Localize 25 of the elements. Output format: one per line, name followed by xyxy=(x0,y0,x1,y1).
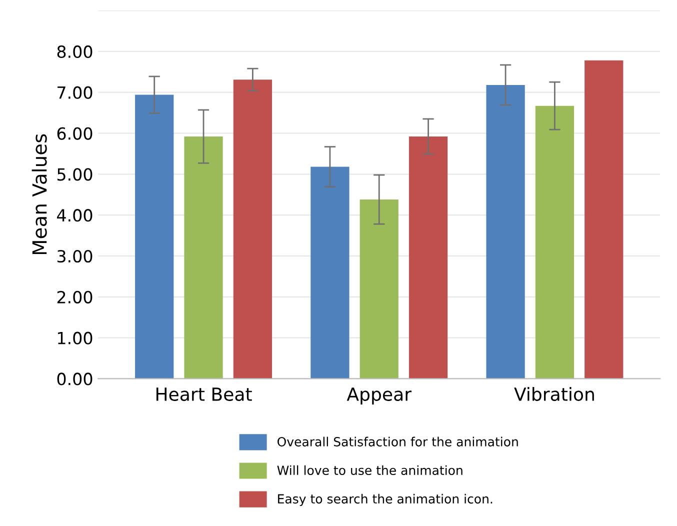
bar xyxy=(135,94,174,379)
y-tick-label: 8.00 xyxy=(57,45,92,58)
legend-label: Will love to use the animation xyxy=(277,465,462,476)
bar xyxy=(360,200,398,379)
bar xyxy=(535,106,574,379)
y-tick-label: 6.00 xyxy=(57,127,92,140)
legend-label: Easy to search the animation icon. xyxy=(278,494,492,506)
y-tick-label: 3.00 xyxy=(57,250,92,263)
y-tick-label: 0.00 xyxy=(57,372,92,386)
bar xyxy=(486,84,525,379)
bar xyxy=(310,166,350,379)
x-tick-label: Appear xyxy=(346,388,412,405)
y-tick-label: 5.00 xyxy=(57,168,92,181)
legend-label: Ovearall Satisfaction for the animation xyxy=(278,436,518,446)
bar xyxy=(408,136,448,379)
y-tick-label: 7.00 xyxy=(58,86,92,99)
bar xyxy=(584,60,624,379)
bar xyxy=(184,136,223,379)
y-tick-label: 1.00 xyxy=(58,332,92,344)
y-tick-label: 2.00 xyxy=(57,290,92,304)
y-axis-title: Mean Values xyxy=(32,134,47,254)
y-tick-label: 4.00 xyxy=(57,209,92,222)
x-tick-label: Vibration xyxy=(514,387,594,402)
x-tick-label: Heart Beat xyxy=(156,388,252,402)
bar xyxy=(233,80,272,379)
